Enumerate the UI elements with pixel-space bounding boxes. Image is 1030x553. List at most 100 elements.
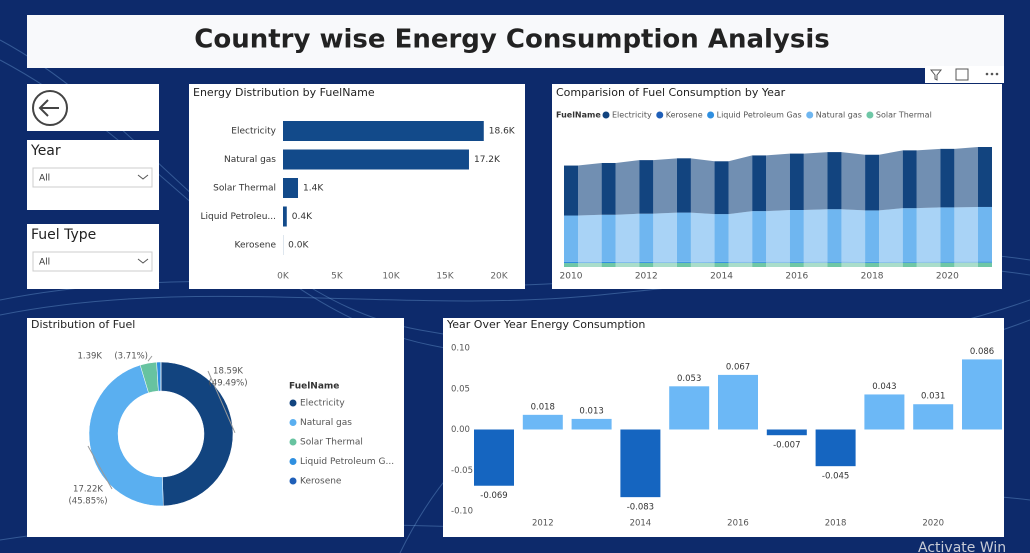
ribbon-column	[639, 261, 654, 263]
visual-header-icons[interactable]	[925, 66, 1004, 83]
filter-icon[interactable]	[929, 69, 943, 81]
x-tick-label: 2016	[727, 519, 749, 529]
ribbon-column	[902, 262, 917, 267]
chart-title: Distribution of Fuel	[31, 318, 135, 331]
ribbon	[841, 152, 866, 211]
ribbon-column	[865, 261, 880, 263]
ribbon-column	[601, 261, 616, 264]
ribbon-column	[789, 209, 804, 262]
x-tick-label: 2020	[922, 519, 944, 529]
ribbon-column	[827, 262, 842, 267]
x-tick-label: 2010	[560, 272, 583, 282]
ribbon-column	[865, 210, 880, 262]
y-tick-label: Solar Thermal	[213, 184, 276, 194]
data-label: 18.6K	[489, 127, 516, 137]
ribbon-column	[978, 262, 992, 267]
ribbon	[690, 158, 715, 215]
ribbon	[766, 262, 790, 267]
ribbon	[578, 214, 602, 262]
x-tick-label: 2012	[635, 272, 658, 282]
ribbon-column	[676, 261, 691, 263]
legend-swatch	[289, 477, 297, 485]
data-label: -0.069	[480, 491, 507, 501]
data-label: 0.031	[921, 392, 945, 402]
focus-icon[interactable]	[955, 68, 969, 81]
ribbon-column	[978, 147, 992, 207]
ribbon	[690, 262, 715, 267]
y-tick-label: Electricity	[231, 127, 276, 137]
data-label: 0.067	[726, 362, 750, 372]
legend-swatch	[289, 458, 297, 465]
data-label: 0.0K	[288, 241, 309, 251]
more-icon[interactable]	[990, 72, 994, 76]
bar	[474, 429, 514, 486]
data-label: (49.49%)	[208, 379, 247, 389]
slicer-dropdown[interactable]	[32, 251, 153, 272]
ribbon-column	[789, 262, 804, 267]
y-tick-label: -0.05	[451, 466, 473, 476]
title-box	[27, 15, 1004, 68]
ribbon-column	[676, 158, 691, 213]
x-tick-label: 15K	[436, 272, 454, 282]
x-tick-label: 2018	[825, 519, 847, 529]
x-tick-label: 2014	[630, 519, 652, 529]
ribbon-column	[827, 209, 842, 262]
x-tick-label: 2012	[532, 519, 554, 529]
donut-slice	[160, 361, 234, 507]
legend-swatch	[602, 111, 610, 119]
data-label: 0.086	[970, 347, 994, 357]
ribbon-column	[714, 261, 729, 263]
data-label: 0.018	[531, 402, 555, 412]
ribbon-column	[865, 262, 880, 267]
x-tick-label: 0K	[277, 272, 290, 282]
bar	[766, 429, 807, 436]
ribbon-column	[714, 214, 729, 262]
more-icon[interactable]	[995, 72, 999, 76]
dropdown-chevron	[137, 258, 149, 264]
legend-swatch	[289, 399, 297, 407]
ribbon	[690, 212, 715, 262]
ribbon	[653, 212, 677, 262]
ribbon-column	[676, 212, 691, 262]
slicer-dropdown[interactable]	[32, 167, 153, 188]
icon-bar	[925, 66, 1004, 83]
bar	[571, 418, 612, 430]
ribbon-column	[789, 153, 804, 210]
ribbon	[728, 261, 753, 263]
bar	[283, 149, 469, 170]
ribbon	[728, 211, 753, 262]
slicer-selection: All	[39, 174, 50, 184]
ribbon	[615, 262, 640, 267]
data-label: -0.083	[627, 503, 654, 513]
bar	[815, 429, 856, 467]
ribbon-column	[978, 261, 992, 263]
ribbon	[803, 261, 828, 263]
x-tick-label: 2014	[710, 272, 733, 282]
ribbon	[954, 262, 978, 267]
bar	[913, 404, 954, 430]
ribbon	[803, 209, 828, 262]
ribbon-column	[940, 207, 955, 262]
x-tick-label: 2018	[861, 272, 884, 282]
data-label: (45.85%)	[68, 497, 107, 507]
more-icon[interactable]	[985, 72, 989, 76]
legend-label: Natural gas	[300, 418, 352, 428]
ribbon-column	[601, 263, 616, 267]
ribbon-column	[827, 152, 842, 210]
ribbon-column	[601, 162, 616, 215]
ribbon-column	[752, 211, 767, 262]
back-button[interactable]	[32, 90, 68, 126]
ribbon-column	[639, 213, 654, 262]
ribbon	[841, 261, 866, 263]
data-label: 1.4K	[303, 184, 324, 194]
bar	[620, 429, 661, 498]
y-tick-label: 0.10	[451, 344, 470, 354]
bar	[283, 206, 287, 227]
ribbon-column	[940, 261, 955, 263]
ribbon-column	[902, 261, 917, 263]
bar	[962, 359, 1002, 430]
data-label: -0.045	[822, 472, 849, 482]
bar	[669, 386, 710, 430]
ribbon-column	[827, 261, 842, 263]
